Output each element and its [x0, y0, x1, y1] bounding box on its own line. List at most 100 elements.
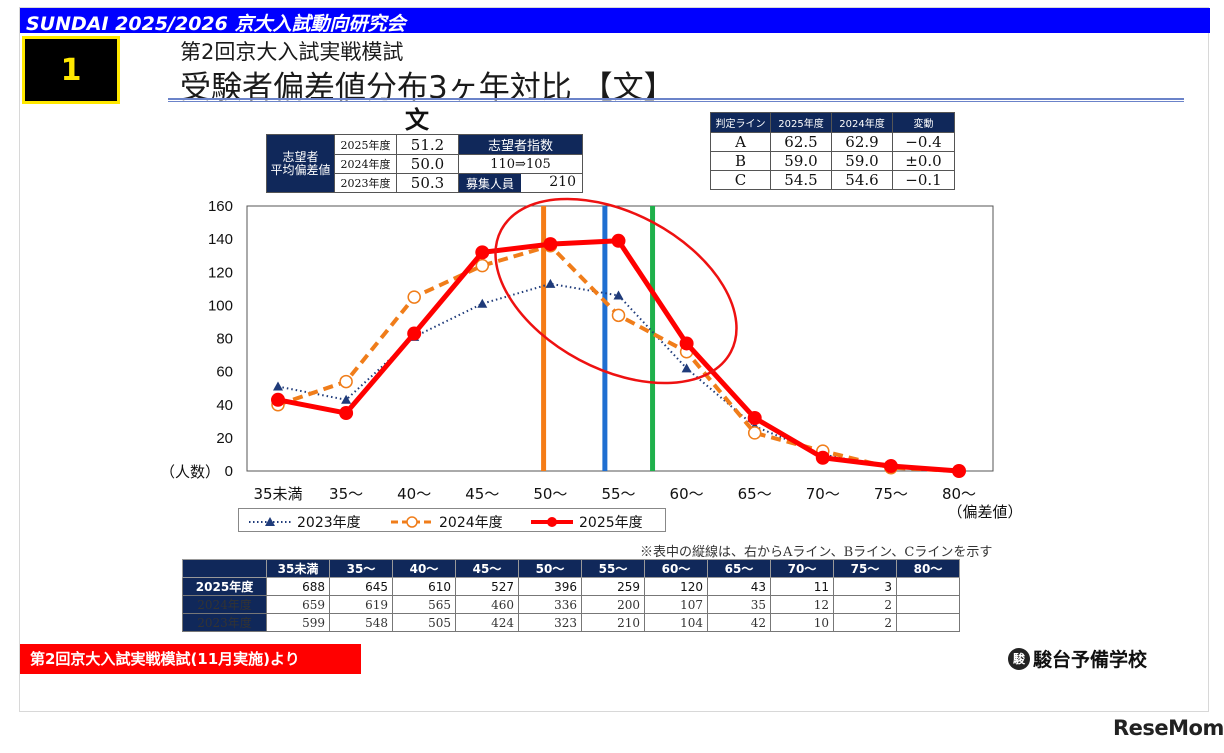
data-point: [477, 298, 488, 308]
table-cell: 107: [644, 595, 708, 614]
legend-swatch-2025: [531, 517, 573, 527]
data-point: [681, 363, 692, 373]
table-cell: 610: [392, 577, 456, 596]
table-cell: 3: [833, 577, 897, 596]
table-row: 2024年度 659 619 565 460 336 200 107 35 12 2: [182, 595, 960, 614]
index-label: 志望者指数: [458, 134, 583, 155]
table-cell: 210: [581, 613, 645, 632]
legend-label: 2023年度: [297, 515, 361, 531]
table-col-header: 40～: [392, 559, 456, 578]
chart-title: 文: [405, 106, 429, 134]
distribution-chart: 0 20 40 60 80 100 120 140 160 （人数） 35未満 35～ 40～ 45～ 50…: [160, 197, 1023, 521]
x-tick-label: 35～: [329, 485, 363, 503]
index-value: 110⇒105: [458, 154, 583, 174]
table-cell: 460: [455, 595, 519, 614]
page-title: 受験者偏差値分布3ヶ年対比 【文】: [180, 70, 675, 106]
slide-number: 1: [22, 36, 120, 104]
info-row-header: 志望者 平均偏差値: [266, 134, 335, 193]
data-point: [545, 278, 556, 288]
table-cell: 35: [707, 595, 771, 614]
table-col-header: 35未満: [266, 559, 330, 578]
judge-header: 2025年度: [770, 112, 832, 133]
table-cell: 565: [392, 595, 456, 614]
table-cell: 104: [644, 613, 708, 632]
x-tick-label: 55～: [601, 485, 635, 503]
y-tick-label: 40: [216, 397, 233, 414]
source-label: 第2回京大入試実戦模試(11月実施)より: [20, 644, 361, 674]
chart-note: ※表中の縦線は、右からAライン、Bライン、Cラインを示す: [640, 545, 993, 560]
table-cell: 527: [455, 577, 519, 596]
table-cell: 688: [266, 577, 330, 596]
info-value: 50.3: [396, 173, 459, 193]
data-point: [339, 406, 354, 421]
y-tick-label: 0: [225, 463, 233, 480]
y-tick-label: 160: [208, 198, 233, 215]
data-point: [952, 464, 966, 478]
x-tick-label: 40～: [397, 485, 431, 503]
x-tick-label: 60～: [670, 485, 704, 503]
table-col-header: 55～: [581, 559, 645, 578]
legend-label: 2024年度: [439, 515, 503, 531]
data-point: [815, 450, 830, 465]
table-cell: 43: [707, 577, 771, 596]
table-cell: 396: [518, 577, 582, 596]
judge-cell: −0.4: [892, 132, 955, 152]
data-point: [747, 411, 762, 425]
table-corner: [182, 559, 267, 578]
y-axis-label: （人数）: [160, 463, 220, 481]
table-cell: 505: [392, 613, 456, 632]
watermark: ReseMom: [1113, 716, 1224, 740]
highlight-ellipse: [494, 197, 738, 385]
data-point: [543, 237, 558, 252]
info-year: 2024年度: [334, 154, 397, 174]
header-bar: SUNDAI 2025/2026 京大入試動向研究会: [20, 8, 1210, 35]
data-point: [611, 233, 626, 248]
x-axis-label: （偏差値）: [947, 503, 1022, 521]
data-table: 35未満 35～ 40～ 45～ 50～ 55～ 60～ 65～ 70～ 75～ 80～ 2025年度…: [182, 559, 960, 632]
judge-header: 2024年度: [831, 112, 893, 133]
legend-item-2023: 2023年度: [247, 512, 361, 532]
legend-item-2024: 2024年度: [389, 512, 503, 532]
y-tick-label: 20: [216, 430, 233, 447]
table-col-header: 35～: [329, 559, 393, 578]
table-col-header: 45～: [455, 559, 519, 578]
legend: 2023年度 2024年度 2025年度: [238, 508, 666, 532]
x-tick-label: 35未満: [253, 485, 302, 503]
plot-area: [246, 205, 994, 472]
table-cell: 2: [833, 613, 897, 632]
data-point: [271, 392, 285, 407]
data-point: [679, 336, 694, 351]
table-col-header: 50～: [518, 559, 582, 578]
y-tick-label: 80: [216, 331, 233, 348]
data-point: [613, 290, 624, 300]
x-tick-label: 50～: [533, 485, 567, 503]
table-cell: 336: [518, 595, 582, 614]
x-tick-label: 45～: [465, 485, 499, 503]
logo-mark: 駿: [1008, 647, 1030, 670]
table-cell: [896, 595, 960, 614]
table-row-label: 2023年度: [182, 613, 267, 632]
legend-swatch-2024: [391, 516, 433, 528]
quota-label: 募集人員: [459, 174, 521, 192]
y-tick-label: 120: [208, 264, 233, 281]
table-col-header: 70～: [770, 559, 834, 578]
y-tick-label: 60: [216, 364, 233, 381]
table-cell: 548: [329, 613, 393, 632]
table-cell: [896, 577, 960, 596]
table-cell: 323: [518, 613, 582, 632]
data-point: [341, 394, 352, 404]
info-value: 51.2: [396, 134, 459, 155]
table-cell: 120: [644, 577, 708, 596]
judge-cell: −0.1: [892, 170, 955, 190]
table-cell: 11: [770, 577, 834, 596]
table-cell: 619: [329, 595, 393, 614]
y-tick-label: 100: [208, 297, 233, 314]
judge-header: 判定ライン: [710, 112, 771, 133]
table-col-header: 60～: [644, 559, 708, 578]
x-tick-label: 75～: [874, 485, 908, 503]
x-tick-label: 70～: [806, 485, 840, 503]
table-col-header: 75～: [833, 559, 897, 578]
judge-cell: 54.5: [770, 170, 832, 190]
info-row-header-text: 志望者 平均偏差値: [270, 149, 331, 177]
x-tick-label: 65～: [738, 485, 772, 503]
